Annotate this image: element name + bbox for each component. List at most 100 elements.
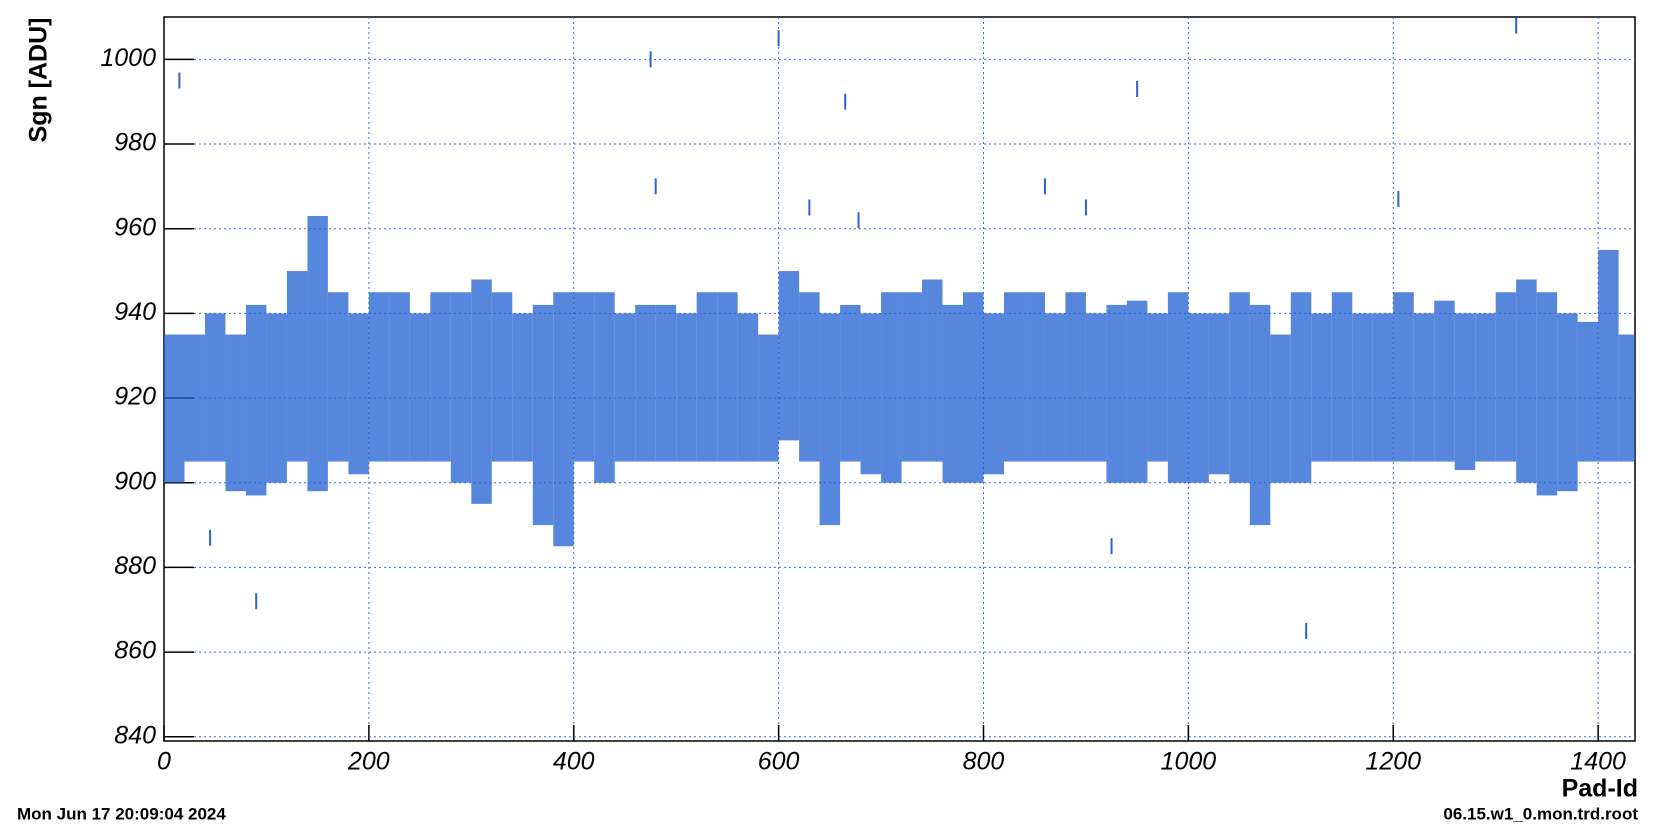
range-band xyxy=(614,313,636,462)
range-band xyxy=(1229,292,1250,483)
outlier xyxy=(777,30,780,47)
outlier xyxy=(1110,538,1113,555)
range-band xyxy=(1003,292,1025,462)
range-band xyxy=(840,304,861,462)
range-band xyxy=(594,292,615,483)
range-band xyxy=(471,279,492,504)
range-band xyxy=(901,292,923,462)
footer-file: 06.15.w1_0.mon.trd.root xyxy=(1443,804,1638,823)
range-band xyxy=(1352,313,1373,462)
range-band xyxy=(819,313,841,526)
range-band xyxy=(1188,313,1209,483)
range-band xyxy=(573,292,595,462)
y-axis-title: Sgn [ADU] xyxy=(25,18,53,143)
range-band xyxy=(1454,313,1476,471)
range-band xyxy=(1331,292,1353,462)
range-band xyxy=(1475,313,1496,462)
range-band xyxy=(799,292,820,462)
range-band xyxy=(245,304,267,496)
x-tick-label: 1400 xyxy=(1570,748,1626,776)
y-tick-label: 980 xyxy=(114,129,156,157)
range-band xyxy=(1393,292,1414,462)
range-band xyxy=(1270,334,1291,483)
range-band xyxy=(1536,292,1558,496)
range-band xyxy=(1044,313,1066,462)
range-band xyxy=(450,292,472,483)
range-band xyxy=(1065,292,1086,462)
outlier xyxy=(808,199,811,216)
range-band xyxy=(758,334,779,462)
outlier xyxy=(1305,622,1308,639)
x-tick-label: 600 xyxy=(758,748,800,776)
range-band xyxy=(942,304,964,483)
range-band xyxy=(532,304,554,526)
footer-date: Mon Jun 17 20:09:04 2024 xyxy=(17,804,226,823)
range-band xyxy=(430,292,451,462)
range-band xyxy=(1167,292,1189,483)
outlier xyxy=(1136,80,1139,97)
x-tick-label: 400 xyxy=(553,748,595,776)
outlier xyxy=(857,212,860,229)
range-band xyxy=(1495,292,1517,462)
range-band xyxy=(1024,292,1045,462)
x-axis-title: Pad-Id xyxy=(1562,775,1638,803)
range-band xyxy=(1434,300,1455,462)
range-band xyxy=(696,292,718,462)
range-band xyxy=(553,292,574,547)
y-tick-label: 880 xyxy=(114,552,156,580)
outlier xyxy=(844,93,847,110)
range-band xyxy=(1413,313,1435,462)
range-band xyxy=(676,313,697,462)
range-band xyxy=(1516,279,1537,483)
range-band xyxy=(164,334,185,483)
y-tick-label: 940 xyxy=(114,298,156,326)
range-band xyxy=(327,292,349,462)
outlier xyxy=(1397,191,1400,208)
range-band xyxy=(1106,304,1127,483)
range-band xyxy=(963,292,984,483)
range-band xyxy=(204,313,226,462)
range-band xyxy=(512,313,533,462)
outlier xyxy=(255,593,258,610)
range-band xyxy=(266,313,287,483)
y-tick-label: 920 xyxy=(114,383,156,411)
x-tick-label: 1200 xyxy=(1365,748,1421,776)
range-band xyxy=(717,292,738,462)
range-band xyxy=(184,334,205,462)
outlier xyxy=(1043,178,1046,195)
outlier xyxy=(649,51,652,68)
range-band xyxy=(1208,313,1230,475)
range-band xyxy=(348,313,369,475)
range-band xyxy=(635,304,656,462)
range-band xyxy=(1557,313,1578,492)
range-band xyxy=(225,334,246,492)
range-band xyxy=(983,313,1004,475)
y-tick-label: 840 xyxy=(114,721,156,749)
y-tick-label: 1000 xyxy=(100,44,156,72)
outlier xyxy=(654,178,657,195)
range-band xyxy=(1598,249,1619,462)
range-band xyxy=(655,304,677,462)
range-band xyxy=(1372,313,1394,462)
range-band xyxy=(1147,313,1168,462)
range-band xyxy=(1085,313,1107,462)
range-band xyxy=(1249,304,1271,526)
range-band xyxy=(389,292,410,462)
range-band xyxy=(1290,292,1312,483)
range-band xyxy=(1126,300,1148,483)
outlier xyxy=(209,529,212,546)
outlier xyxy=(1515,17,1518,34)
x-tick-label: 200 xyxy=(347,748,390,776)
range-band xyxy=(1311,313,1332,462)
range-band xyxy=(860,313,882,475)
range-band xyxy=(1577,321,1599,462)
range-band xyxy=(409,313,431,462)
range-band xyxy=(922,279,943,462)
range-band xyxy=(737,313,759,462)
range-band xyxy=(491,292,513,462)
range-band xyxy=(368,292,390,462)
y-tick-label: 900 xyxy=(114,467,156,495)
x-tick-label: 1000 xyxy=(1161,748,1217,776)
x-tick-label: 0 xyxy=(157,748,171,776)
